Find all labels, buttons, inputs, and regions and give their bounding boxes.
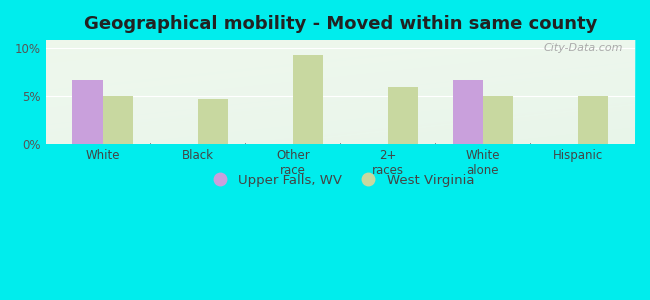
- Title: Geographical mobility - Moved within same county: Geographical mobility - Moved within sam…: [84, 15, 597, 33]
- Bar: [578, 96, 608, 145]
- Bar: [103, 96, 133, 145]
- Legend: Upper Falls, WV, West Virginia: Upper Falls, WV, West Virginia: [201, 169, 480, 192]
- Bar: [483, 96, 514, 145]
- Bar: [72, 80, 103, 145]
- Text: City-Data.com: City-Data.com: [543, 43, 623, 53]
- Bar: [452, 80, 483, 145]
- Bar: [388, 88, 419, 145]
- Bar: [198, 99, 228, 145]
- Bar: [293, 55, 323, 145]
